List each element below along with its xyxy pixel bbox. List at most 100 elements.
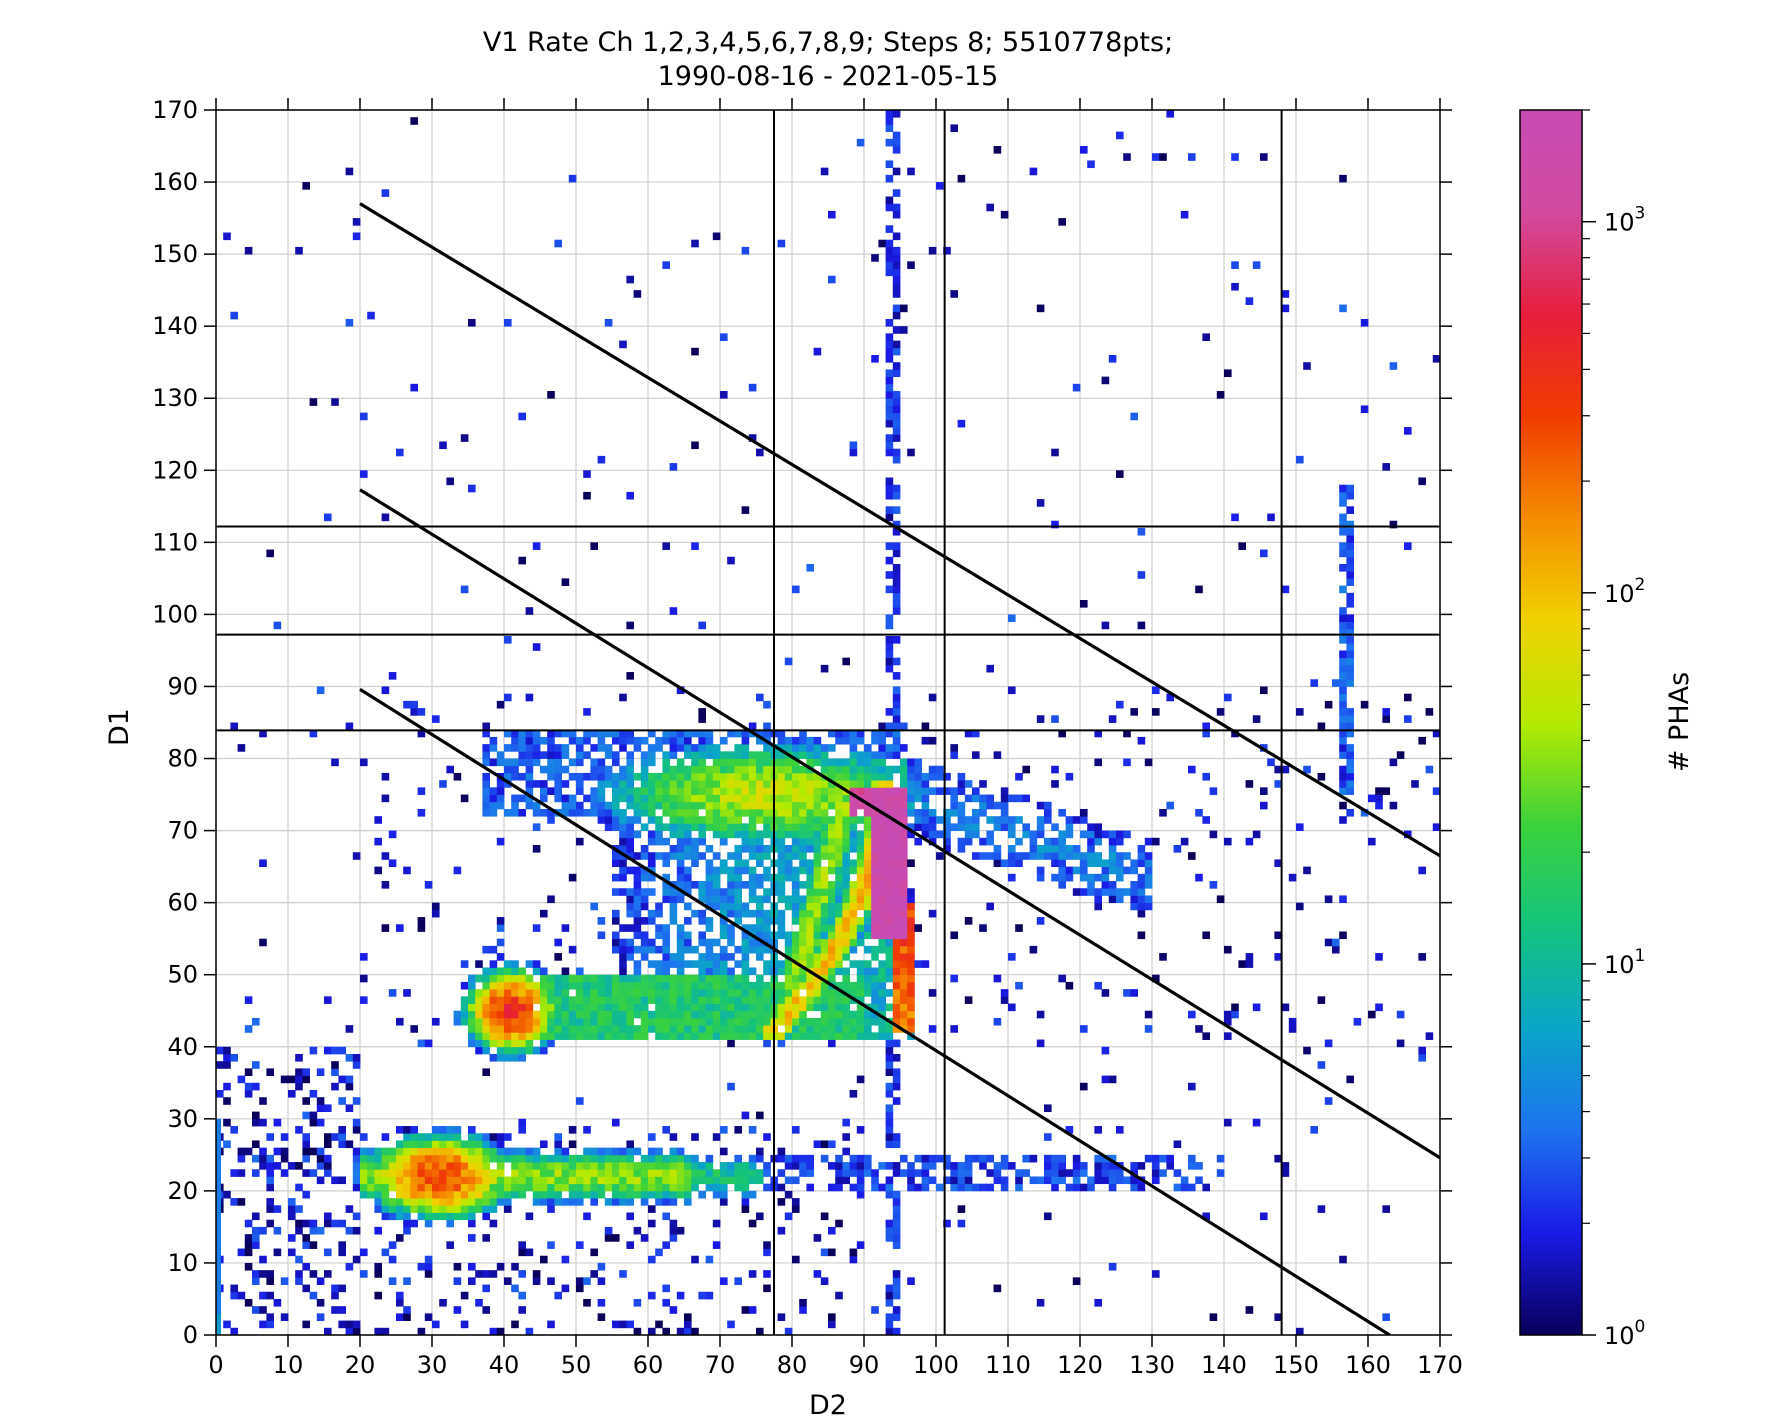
heatmap-cell	[1346, 614, 1354, 623]
heatmap-cell	[1303, 765, 1311, 774]
heatmap-cell	[374, 837, 382, 846]
heatmap-cell	[554, 996, 562, 1004]
heatmap-cell	[1094, 1298, 1102, 1307]
heatmap-cell	[792, 1017, 800, 1026]
heatmap-cell	[835, 953, 843, 961]
heatmap-cell	[640, 917, 649, 925]
heatmap-cell	[280, 1147, 289, 1156]
heatmap-cell	[525, 1010, 534, 1019]
heatmap-cell	[640, 808, 649, 817]
y-tick-label: 10	[167, 1249, 198, 1277]
heatmap-cell	[972, 808, 980, 817]
heatmap-cell	[885, 881, 894, 889]
heatmap-cell	[640, 823, 649, 831]
heatmap-cell	[705, 794, 714, 803]
heatmap-cell	[1346, 679, 1354, 687]
heatmap-cell	[705, 981, 714, 990]
heatmap-cell	[756, 924, 764, 932]
heatmap-cell	[619, 808, 627, 817]
heatmap-cell	[756, 974, 764, 983]
heatmap-cell	[914, 758, 922, 767]
heatmap-cell	[792, 873, 800, 882]
heatmap-cell	[1036, 499, 1045, 507]
heatmap-cell	[568, 794, 577, 803]
heatmap-cell	[705, 751, 714, 759]
heatmap-cell	[489, 736, 498, 745]
heatmap-cell	[900, 989, 908, 997]
heatmap-cell	[626, 780, 634, 788]
heatmap-cell	[496, 953, 505, 961]
heatmap-cell	[460, 1190, 469, 1199]
heatmap-cell	[856, 1169, 865, 1177]
heatmap-cell	[813, 909, 822, 918]
heatmap-cell	[842, 981, 850, 990]
heatmap-cell	[468, 1277, 476, 1285]
heatmap-cell	[266, 1313, 274, 1321]
heatmap-cell	[1029, 945, 1038, 954]
heatmap-cell	[511, 1017, 519, 1026]
heatmap-cell	[864, 1025, 872, 1033]
heatmap-cell	[813, 917, 822, 925]
heatmap-cell	[856, 1032, 865, 1040]
heatmap-cell	[648, 816, 656, 824]
heatmap-cell	[849, 830, 858, 839]
heatmap-cell	[619, 866, 627, 875]
heatmap-cell	[403, 1140, 411, 1149]
heatmap-cell	[806, 902, 814, 911]
heatmap-cell	[648, 1162, 656, 1170]
heatmap-cell	[986, 203, 994, 212]
heatmap-cell	[1036, 823, 1045, 831]
heatmap-cell	[849, 729, 858, 738]
heatmap-cell	[928, 823, 937, 831]
heatmap-cell	[316, 1162, 325, 1170]
heatmap-cell	[792, 780, 800, 788]
heatmap-cell	[489, 1154, 498, 1163]
heatmap-cell	[691, 239, 699, 248]
heatmap-cell	[698, 751, 706, 759]
heatmap-cell	[532, 845, 541, 853]
heatmap-cell	[554, 1291, 562, 1300]
heatmap-cell	[619, 924, 627, 932]
heatmap-cell	[590, 794, 598, 803]
overlay-diagonal-line	[359, 488, 1440, 1160]
heatmap-cell	[698, 780, 706, 788]
heatmap-cell	[892, 1219, 901, 1228]
heatmap-cell	[216, 1190, 222, 1199]
heatmap-cell	[266, 1291, 274, 1300]
heatmap-cell	[676, 895, 685, 904]
heatmap-cell	[576, 1190, 584, 1199]
heatmap-cell	[691, 808, 699, 817]
heatmap-cell	[626, 823, 634, 831]
heatmap-cell	[1029, 830, 1038, 839]
heatmap-cell	[568, 1025, 577, 1033]
heatmap-cell	[640, 1176, 649, 1185]
heatmap-cell	[669, 751, 678, 759]
heatmap-cell	[712, 232, 721, 241]
heatmap-cell	[727, 1017, 735, 1026]
heatmap-cell	[871, 1010, 879, 1019]
heatmap-cell	[892, 1198, 901, 1206]
heatmap-cell	[1044, 1212, 1052, 1221]
heatmap-cell	[756, 1147, 764, 1156]
heatmap-cell	[230, 722, 238, 731]
heatmap-cell	[892, 794, 901, 803]
heatmap-cell	[561, 751, 570, 759]
heatmap-cell	[842, 823, 850, 831]
heatmap-cell	[763, 989, 771, 997]
heatmap-cell	[1339, 722, 1347, 731]
heatmap-cell	[590, 772, 598, 781]
heatmap-cell	[1130, 1176, 1138, 1185]
heatmap-cell	[583, 729, 591, 738]
heatmap-cell	[691, 1032, 699, 1040]
heatmap-cell	[705, 967, 714, 976]
heatmap-cell	[684, 881, 692, 889]
heatmap-cell	[1360, 318, 1369, 327]
heatmap-cell	[892, 1133, 901, 1141]
heatmap-cell	[1101, 621, 1110, 630]
heatmap-cell	[216, 1306, 222, 1314]
heatmap-cell	[741, 729, 750, 738]
heatmap-cell	[784, 823, 793, 831]
heatmap-cell	[842, 1169, 850, 1177]
heatmap-cell	[734, 895, 742, 904]
heatmap-cell	[612, 801, 620, 810]
